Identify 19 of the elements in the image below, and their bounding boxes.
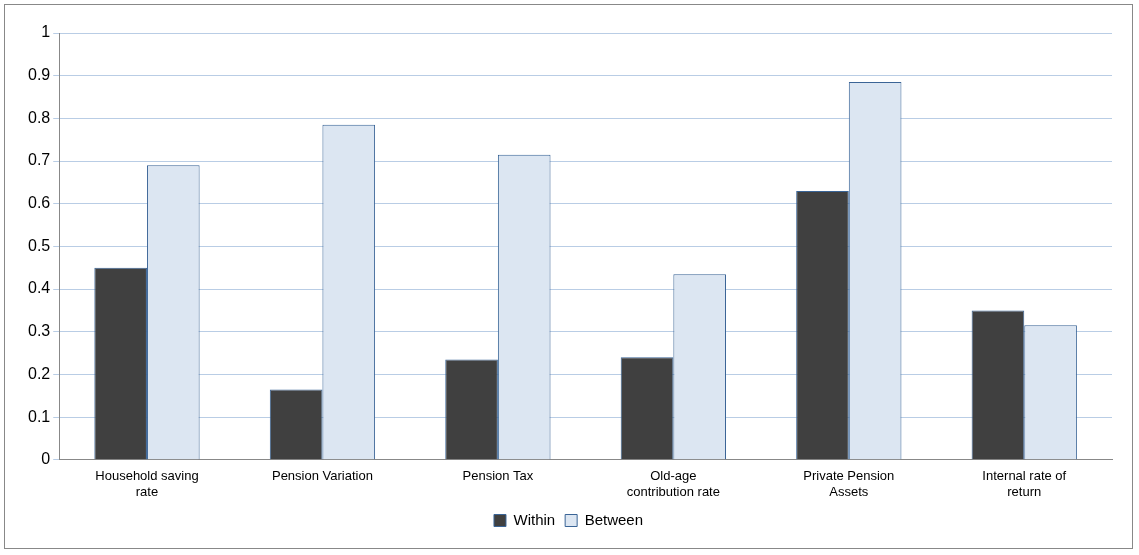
legend-label: Within bbox=[513, 510, 556, 528]
y-tick-label: 0 bbox=[41, 450, 51, 468]
x-tick-label: Old-age contribution rate bbox=[626, 468, 720, 499]
x-tick-label: Internal rate of return bbox=[982, 468, 1067, 499]
y-tick-label: 0.6 bbox=[27, 194, 51, 212]
y-tick-label: 0.5 bbox=[27, 236, 51, 254]
legend-label: Between bbox=[584, 510, 644, 528]
y-tick-label: 0.3 bbox=[27, 322, 51, 340]
y-tick-label: 0.2 bbox=[27, 364, 51, 382]
x-tick-label: Pension Variation bbox=[271, 468, 373, 484]
y-tick-label: 1 bbox=[41, 23, 51, 41]
y-tick-label: 0.9 bbox=[27, 66, 51, 84]
y-tick-label: 0.1 bbox=[27, 407, 51, 425]
y-tick-label: 0.4 bbox=[27, 279, 51, 297]
x-tick-label: Pension Tax bbox=[462, 468, 534, 484]
y-tick-label: 0.7 bbox=[27, 151, 51, 169]
y-tick-label: 0.8 bbox=[27, 108, 51, 126]
x-tick-label: Household saving rate bbox=[95, 468, 199, 499]
x-tick-label: Private Pension Assets bbox=[803, 468, 895, 499]
